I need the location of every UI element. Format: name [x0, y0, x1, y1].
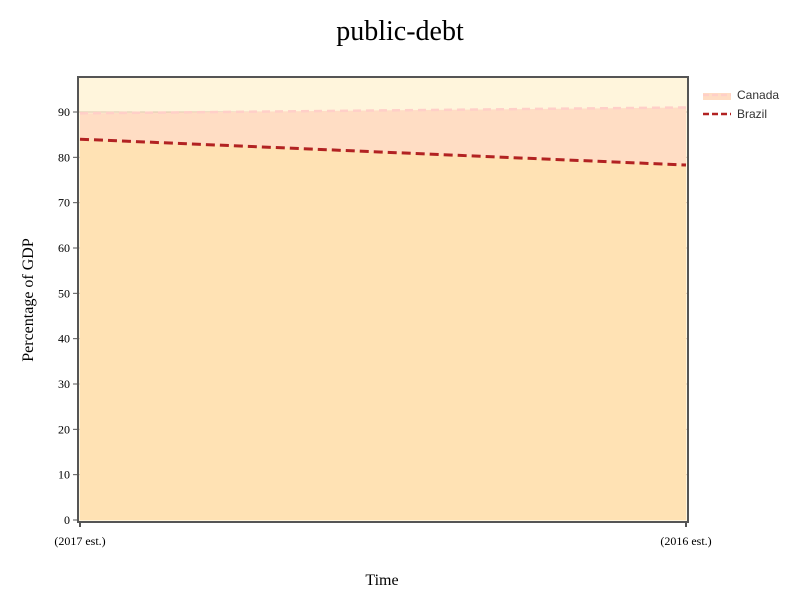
- legend: Canada Brazil: [703, 88, 779, 121]
- x-axis-label: Time: [365, 572, 398, 589]
- y-tick-label: 90: [58, 105, 70, 119]
- y-tick-label: 60: [58, 241, 70, 255]
- x-tick-label: (2017 est.): [54, 534, 105, 548]
- y-tick-label: 40: [58, 332, 70, 346]
- plot-frame: [77, 76, 689, 523]
- legend-label: Canada: [737, 88, 779, 102]
- legend-item-brazil: Brazil: [703, 107, 767, 121]
- y-tick-label: 80: [58, 150, 70, 164]
- y-tick-label: 10: [58, 468, 70, 482]
- y-tick-label: 20: [58, 422, 70, 436]
- series-layer: [79, 106, 687, 520]
- y-tick-label: 0: [64, 513, 70, 527]
- line-brazil: [79, 137, 687, 167]
- y-tick-label: 50: [58, 286, 70, 300]
- y-tick-label: 70: [58, 196, 70, 210]
- legend-label: Brazil: [737, 107, 767, 121]
- y-axis: 0 10 20 30 40 50 60 70 80 90: [58, 105, 78, 527]
- y-tick-label: 30: [58, 377, 70, 391]
- area-brazil: [80, 139, 686, 520]
- line-canada: [79, 106, 687, 115]
- legend-item-canada: Canada: [703, 88, 779, 102]
- chart-title: public-debt: [336, 16, 464, 47]
- x-tick-label: (2016 est.): [660, 534, 711, 548]
- legend-swatch: [703, 93, 731, 100]
- x-axis: (2017 est.) (2016 est.): [54, 522, 712, 548]
- y-axis-label: Percentage of GDP: [20, 238, 37, 362]
